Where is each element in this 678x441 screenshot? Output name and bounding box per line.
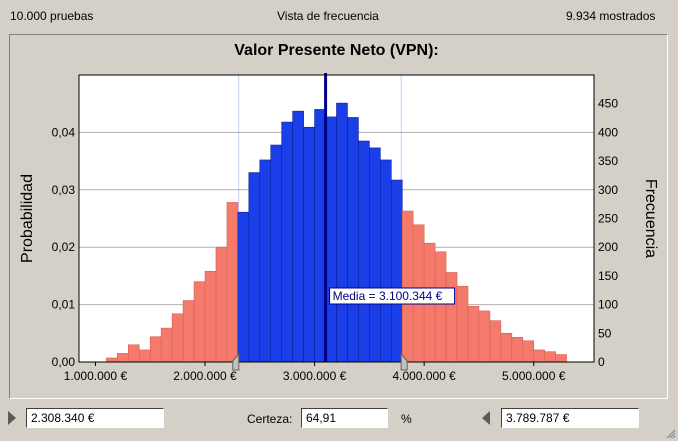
mean-label: Media = 3.100.344 €: [333, 289, 443, 303]
frequency-chart: Valor Presente Neto (VPN): 0,00 0,01 0,02 0,…: [19, 42, 659, 383]
chart-title: Valor Presente Neto (VPN):: [234, 42, 439, 59]
histogram-bar: [237, 211, 250, 363]
histogram-bar: [380, 159, 392, 363]
view-title: Vista de frecuencia: [277, 9, 379, 23]
histogram-bar: [303, 126, 315, 363]
certainty-input[interactable]: [301, 408, 388, 428]
histogram-bar: [544, 351, 556, 363]
y2-tick-label: 450: [598, 97, 618, 111]
histogram-bar: [193, 281, 206, 363]
x-tick-label: 1.000.000 €: [64, 369, 128, 383]
histogram-bar: [478, 310, 491, 363]
histogram-bar: [171, 313, 184, 363]
histogram-bar: [511, 337, 524, 363]
resize-grip-icon[interactable]: [666, 429, 676, 439]
histogram-bar: [215, 246, 228, 363]
right-value-input[interactable]: [501, 408, 639, 428]
histogram-bar: [347, 117, 359, 363]
chart-panel: Valor Presente Neto (VPN): 0,00 0,01 0,02 0,…: [9, 34, 668, 399]
histogram-bar: [401, 210, 414, 363]
plot-border: [78, 74, 595, 363]
histogram-bar: [128, 344, 140, 363]
histogram-bar: [500, 332, 513, 363]
histogram-bar: [533, 349, 545, 363]
histogram-bar: [358, 140, 370, 363]
histogram-bar: [467, 306, 480, 363]
certainty-bar: Certeza: %: [0, 400, 678, 441]
histogram-bar: [259, 159, 272, 363]
y2-tick-label: 150: [598, 269, 618, 283]
left-grabber-marker[interactable]: [232, 352, 240, 371]
y-tick-label: 0,04: [52, 125, 76, 139]
percent-label: %: [401, 412, 412, 426]
right-grabber-icon[interactable]: [482, 411, 490, 425]
y-tick-label: 0,00: [52, 355, 76, 369]
histogram-bar: [106, 357, 118, 363]
histogram-bar: [445, 272, 458, 363]
x-tick-label: 5.000.000 €: [502, 369, 566, 383]
histogram-bar: [434, 251, 447, 363]
histogram-bar: [117, 353, 129, 363]
y2-tick-label: 400: [598, 125, 618, 139]
shown-count: 9.934 mostrados: [566, 9, 656, 23]
histogram-bar: [314, 109, 326, 363]
y2-tick-label: 200: [598, 240, 618, 254]
histogram-bar: [182, 300, 195, 363]
histogram-bar: [160, 327, 173, 363]
mean-label-box: [329, 287, 456, 305]
y2-tick-label: 250: [598, 212, 618, 226]
y-axis-label: Probabilidad: [19, 174, 36, 263]
right-grabber-marker[interactable]: [400, 352, 408, 371]
y2-tick-label: 50: [598, 326, 612, 340]
histogram-bar: [270, 144, 283, 363]
y-tick-label: 0,02: [52, 240, 76, 254]
histogram-bar: [369, 147, 381, 363]
header-bar: 10.000 pruebas Vista de frecuencia 9.934…: [0, 0, 678, 34]
y-tick-label: 0,03: [52, 183, 76, 197]
x-tick-label: 4.000.000 €: [392, 369, 456, 383]
y2-tick-label: 300: [598, 183, 618, 197]
certainty-label: Certeza:: [247, 412, 293, 426]
histogram-bar: [281, 121, 293, 363]
histogram-bar: [325, 116, 337, 363]
y2-axis-label: Frecuencia: [642, 179, 659, 258]
left-grabber-icon[interactable]: [8, 411, 16, 425]
histogram-bar: [336, 102, 348, 363]
histogram-bar: [204, 271, 217, 363]
histogram-bar: [138, 349, 151, 363]
trials-count: 10.000 pruebas: [10, 9, 94, 23]
histogram-bar: [390, 179, 403, 363]
left-value-input[interactable]: [26, 408, 164, 428]
y2-tick-label: 100: [598, 298, 618, 312]
x-tick-label: 3.000.000 €: [283, 369, 347, 383]
y2-tick-label: 350: [598, 154, 618, 168]
histogram-bar: [226, 202, 239, 363]
y-tick-label: 0,01: [52, 298, 76, 312]
histogram-bar: [248, 172, 261, 363]
histogram-bar: [292, 110, 304, 363]
histogram-bar: [489, 320, 502, 363]
histogram-bar: [456, 285, 469, 363]
histogram-bar: [555, 354, 567, 363]
histogram-bar: [522, 340, 535, 363]
x-tick-label: 2.000.000 €: [173, 369, 237, 383]
y2-tick-label: 0: [598, 355, 605, 369]
histogram-bar: [149, 336, 162, 363]
